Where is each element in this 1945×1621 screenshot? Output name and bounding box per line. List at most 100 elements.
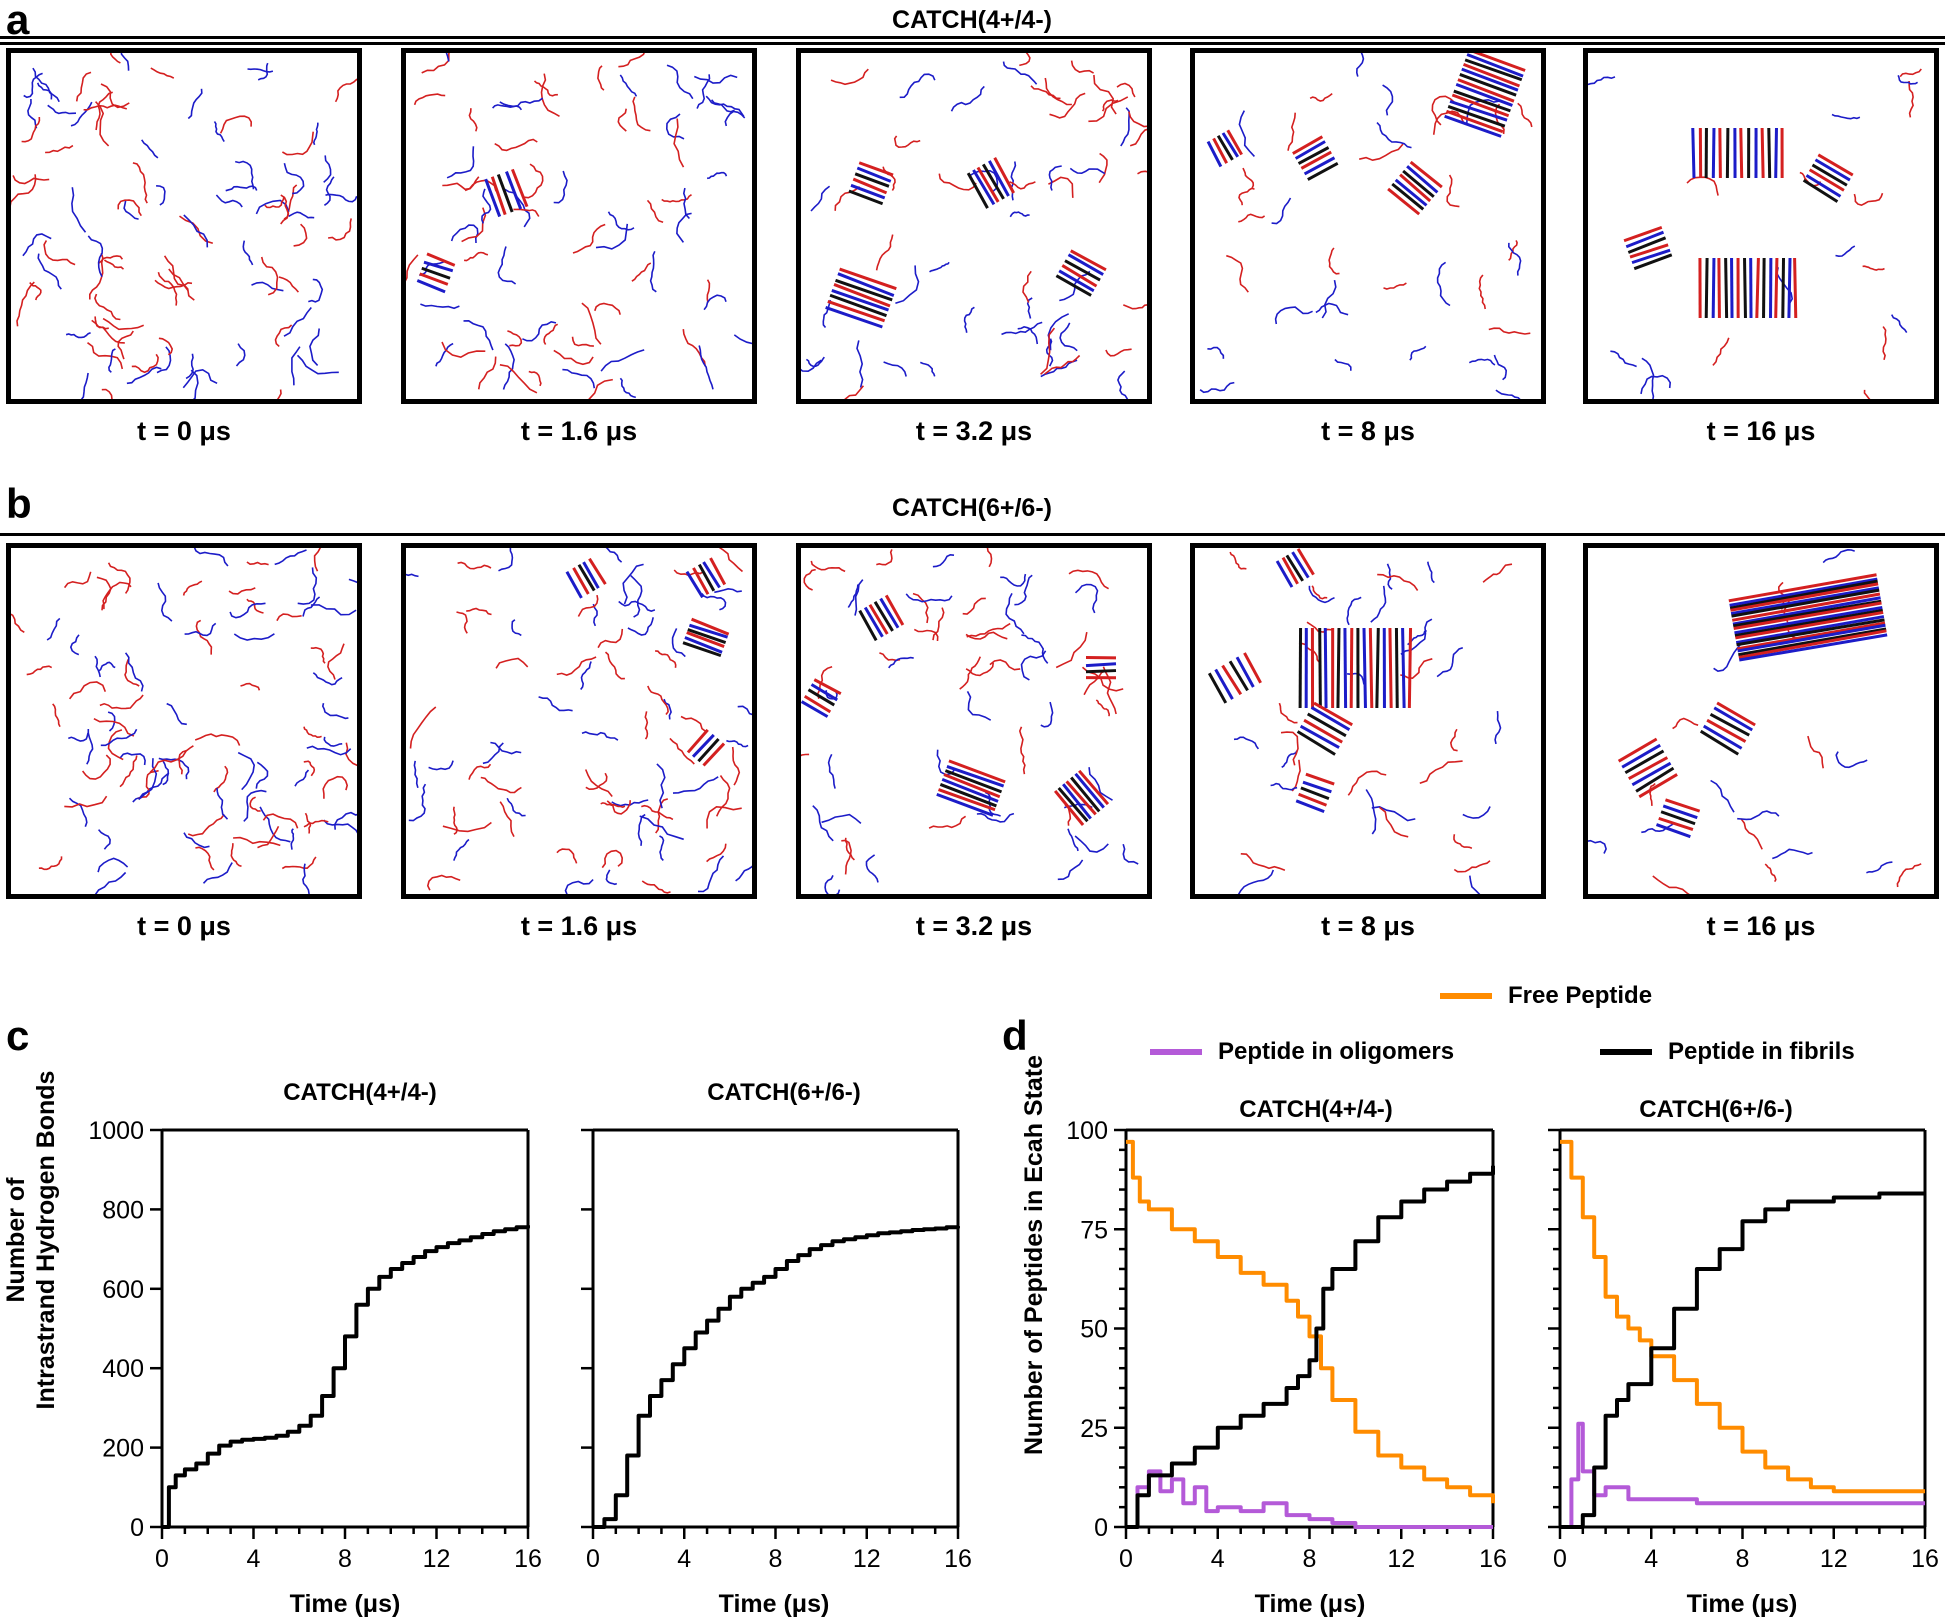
peptide-chain (1672, 717, 1699, 730)
beta-strand (1621, 743, 1661, 769)
peptide-chain (293, 223, 308, 247)
peptide-chain (103, 259, 125, 270)
beta-strand (1709, 712, 1750, 737)
beta-strand (1065, 780, 1097, 816)
peptide-chain (581, 302, 602, 345)
beta-strand (686, 631, 725, 648)
peptide-chain (556, 848, 578, 864)
peptide-chain (297, 567, 318, 605)
peptide-chain (102, 317, 144, 331)
legend-free-peptide: Free Peptide (1440, 982, 1652, 1010)
beta-strand (803, 694, 832, 714)
peptide-chain (27, 98, 38, 129)
beta-strand (1732, 596, 1881, 626)
peptide-chain (622, 563, 644, 605)
peptide-chain (1088, 96, 1129, 123)
peptide-chain (413, 93, 446, 106)
beta-strand (1298, 792, 1328, 807)
beta-strand (1733, 601, 1882, 630)
peptide-chain (348, 578, 357, 584)
beta-strand (1285, 554, 1304, 582)
beta-strand (1762, 257, 1766, 319)
peptide-chain (1446, 174, 1460, 208)
peptide-chain (463, 319, 494, 351)
peptide-chain (97, 857, 129, 873)
peptide-chain (94, 655, 101, 678)
beta-strand (1216, 135, 1234, 161)
beta-strand (1221, 132, 1240, 158)
peptide-aggregate (1296, 701, 1353, 756)
snapshot-time-label: t = 0 μs (137, 911, 231, 941)
peptide-chain (156, 346, 172, 374)
peptide-chain (1069, 167, 1106, 175)
peptide-chain (1074, 583, 1099, 614)
peptide-chain (426, 874, 461, 891)
x-tick-label: 4 (1211, 1545, 1225, 1573)
beta-strand (943, 773, 1001, 799)
beta-strand (1297, 146, 1330, 165)
peptide-chain (308, 278, 324, 303)
peptide-chain (321, 703, 349, 720)
beta-strand (1814, 158, 1851, 182)
peptide-chain (302, 596, 321, 617)
peptide-chain (107, 562, 131, 594)
beta-strand (1300, 786, 1330, 801)
peptide-chain (672, 776, 719, 794)
x-tick-label: 8 (1736, 1545, 1750, 1573)
peptide-chain (1400, 618, 1433, 655)
peptide-chain (259, 806, 291, 843)
peptide-chain (119, 755, 138, 788)
peptide-aggregate (1298, 627, 1413, 709)
peptide-chain (457, 561, 492, 570)
peptide-aggregate (1295, 772, 1335, 814)
peptide-chain (1237, 869, 1275, 894)
peptide-chain (283, 163, 305, 195)
peptide-chain (1835, 245, 1856, 258)
x-tick-label: 12 (853, 1545, 881, 1573)
peptide-chain (497, 246, 517, 285)
peptide-chain (64, 795, 108, 808)
peptide-chain (97, 829, 111, 850)
y-tick-label: 0 (1094, 1514, 1108, 1542)
peptide-chain (1067, 828, 1079, 852)
peptide-chain (1890, 314, 1908, 334)
snapshot-panel (401, 543, 757, 899)
beta-strand (1445, 109, 1504, 134)
peptide-chain (12, 175, 50, 185)
peptide-chain (1095, 699, 1111, 717)
x-tick-label: 16 (1911, 1545, 1939, 1573)
peptide-chain (468, 108, 478, 132)
beta-strand (1067, 253, 1104, 276)
beta-strand (1451, 93, 1510, 118)
snapshot-panel (6, 543, 362, 899)
beta-strand (686, 728, 709, 754)
peptide-chain (666, 64, 694, 100)
peptide-aggregate (416, 252, 456, 294)
peptide-chain (215, 194, 243, 208)
peptide-chain (827, 753, 836, 789)
peptide-chain (671, 628, 686, 658)
beta-strand (577, 563, 596, 592)
peptide-chain (733, 334, 752, 345)
peptide-chain (1772, 848, 1813, 860)
peptide-chain (506, 797, 526, 817)
peptide-chain (1710, 779, 1735, 813)
peptide-chain (812, 805, 834, 842)
peptide-chain (932, 607, 945, 641)
chart-d-ylabel: Number of Peptides in Ecah State (1020, 1055, 1048, 1455)
peptide-chain (1713, 643, 1742, 673)
peptide-chain (1018, 726, 1026, 775)
peptide-chain (100, 728, 138, 747)
peptide-chain (446, 146, 475, 179)
snapshot-time-label: t = 8 μs (1321, 911, 1415, 941)
peptide-chain (123, 200, 139, 220)
beta-strand (1078, 769, 1110, 806)
beta-strand (1713, 706, 1754, 732)
peptide-chain (533, 80, 558, 97)
beta-strand (1623, 225, 1663, 243)
series-line (162, 1225, 530, 1529)
peptide-chain (408, 783, 427, 822)
peptide-chain (1044, 354, 1081, 375)
beta-strand (1738, 629, 1887, 659)
peptide-chain (571, 336, 594, 347)
